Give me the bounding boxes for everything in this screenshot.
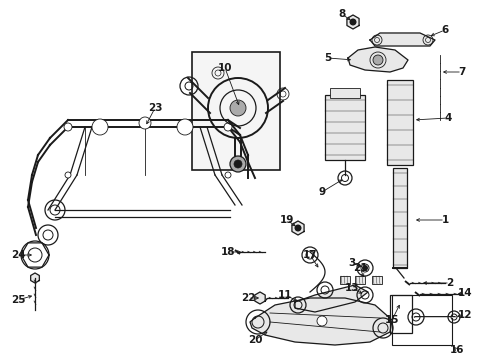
- Circle shape: [372, 55, 382, 65]
- Text: 22: 22: [240, 293, 255, 303]
- Text: 24: 24: [11, 250, 25, 260]
- Circle shape: [361, 265, 367, 271]
- Polygon shape: [369, 33, 434, 46]
- Text: 19: 19: [279, 215, 294, 225]
- FancyBboxPatch shape: [392, 168, 406, 268]
- Text: 20: 20: [247, 335, 262, 345]
- Polygon shape: [31, 273, 39, 283]
- Circle shape: [65, 172, 71, 178]
- Text: 23: 23: [147, 103, 162, 113]
- Text: 2: 2: [446, 278, 453, 288]
- Circle shape: [224, 172, 230, 178]
- Text: 9: 9: [318, 187, 325, 197]
- Text: 21: 21: [352, 263, 366, 273]
- Text: 13: 13: [344, 283, 359, 293]
- Text: 16: 16: [449, 345, 463, 355]
- Bar: [389, 295, 411, 333]
- Polygon shape: [347, 47, 407, 72]
- Polygon shape: [249, 298, 391, 345]
- Polygon shape: [294, 285, 367, 312]
- Text: 25: 25: [11, 295, 25, 305]
- Text: 15: 15: [384, 315, 398, 325]
- Text: 14: 14: [457, 288, 471, 298]
- Text: 12: 12: [457, 310, 471, 320]
- Polygon shape: [254, 292, 264, 304]
- Circle shape: [139, 117, 151, 129]
- Circle shape: [177, 119, 193, 135]
- Bar: [391, 295, 451, 345]
- Text: 6: 6: [441, 25, 447, 35]
- Circle shape: [294, 225, 301, 231]
- Text: 3: 3: [347, 258, 355, 268]
- Circle shape: [224, 123, 231, 131]
- Circle shape: [92, 119, 108, 135]
- FancyBboxPatch shape: [329, 88, 359, 98]
- Text: 5: 5: [324, 53, 331, 63]
- Polygon shape: [291, 221, 304, 235]
- Circle shape: [64, 123, 72, 131]
- FancyBboxPatch shape: [325, 95, 364, 160]
- Circle shape: [349, 18, 356, 26]
- Text: 18: 18: [220, 247, 235, 257]
- FancyBboxPatch shape: [386, 80, 412, 165]
- Polygon shape: [346, 15, 358, 29]
- Text: 17: 17: [302, 250, 317, 260]
- FancyBboxPatch shape: [371, 276, 381, 284]
- Bar: [192, 52, 280, 170]
- FancyBboxPatch shape: [354, 276, 364, 284]
- Circle shape: [316, 316, 326, 326]
- Text: 4: 4: [444, 113, 451, 123]
- Text: 10: 10: [217, 63, 232, 73]
- Text: 1: 1: [441, 215, 447, 225]
- FancyBboxPatch shape: [339, 276, 349, 284]
- Circle shape: [234, 160, 242, 168]
- Text: 7: 7: [457, 67, 465, 77]
- Circle shape: [229, 156, 245, 172]
- Text: 8: 8: [338, 9, 345, 19]
- Text: 11: 11: [277, 290, 292, 300]
- Circle shape: [229, 100, 245, 116]
